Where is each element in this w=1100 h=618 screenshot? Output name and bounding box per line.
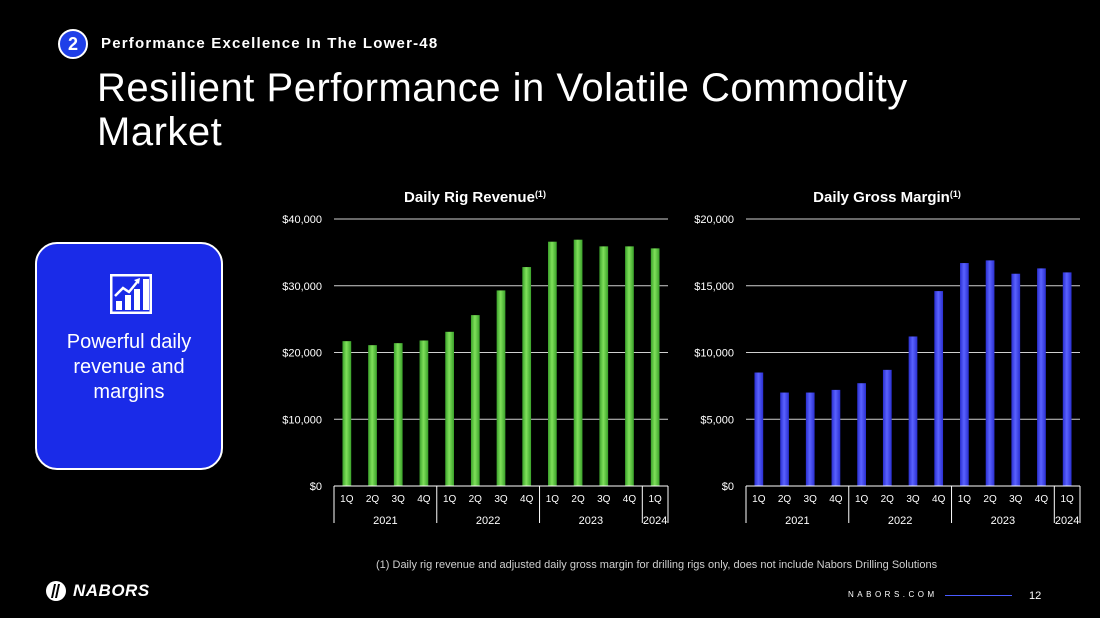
x-tick-label: 3Q (804, 494, 818, 505)
y-tick-label: $40,000 (282, 214, 322, 226)
bar (548, 241, 557, 486)
site-url[interactable]: NABORS.COM (848, 590, 938, 599)
daily-rig-revenue-chart: Daily Rig Revenue(1) $0 $10,000 $20,000 $30,… (282, 189, 669, 527)
x-tick-label: 1Q (855, 494, 869, 505)
y-tick-label: $15,000 (694, 281, 734, 293)
x-tick-label: 1Q (546, 494, 560, 505)
bar (368, 345, 377, 486)
site-divider (945, 595, 1012, 596)
brand-name: NABORS (73, 581, 150, 600)
y-tick-label: $20,000 (282, 348, 322, 360)
x-group-label: 2024 (1055, 515, 1079, 527)
bar (1037, 268, 1046, 486)
bar (960, 263, 969, 486)
x-tick-label: 1Q (340, 494, 354, 505)
x-tick-label: 4Q (623, 494, 637, 505)
x-group-label: 2023 (991, 515, 1015, 527)
x-tick-label: 2Q (366, 494, 380, 505)
bar (419, 340, 429, 486)
x-group-label: 2023 (579, 515, 603, 527)
y-tick-label: $0 (310, 481, 322, 493)
chart-title: Daily Rig Revenue(1) (404, 189, 546, 206)
bar (780, 392, 789, 486)
y-tick-label: $10,000 (282, 414, 322, 426)
chart-title-text: Daily Rig Revenue (404, 189, 535, 206)
bar (882, 369, 892, 486)
y-tick-label: $10,000 (694, 348, 734, 360)
x-tick-label: 3Q (906, 494, 920, 505)
chart-title-superscript: (1) (950, 189, 961, 199)
bar (908, 336, 918, 486)
bar (754, 372, 764, 486)
x-group-label: 2021 (373, 515, 397, 527)
bar (831, 389, 841, 486)
bar (985, 260, 995, 486)
bar (342, 341, 352, 486)
chart-title-superscript: (1) (535, 189, 546, 199)
x-tick-label: 2Q (778, 494, 792, 505)
bar (496, 290, 506, 486)
x-tick-label: 2Q (571, 494, 585, 505)
x-group-label: 2021 (785, 515, 809, 527)
x-tick-label: 1Q (443, 494, 457, 505)
bar (599, 246, 609, 486)
x-tick-label: 1Q (752, 494, 766, 505)
section-number-badge: 2 (58, 29, 88, 59)
bar (805, 392, 815, 486)
x-group-label: 2024 (643, 515, 667, 527)
y-tick-label: $5,000 (700, 414, 734, 426)
footnote: (1) Daily rig revenue and adjusted daily… (376, 559, 938, 571)
chart-title: Daily Gross Margin(1) (813, 189, 961, 206)
feature-card-text: Powerful daily revenue and margins (66, 331, 192, 403)
x-tick-label: 4Q (829, 494, 843, 505)
x-tick-label: 3Q (597, 494, 611, 505)
bar (857, 383, 866, 486)
x-group-label: 2022 (476, 515, 500, 527)
x-tick-label: 3Q (494, 494, 508, 505)
x-tick-label: 2Q (983, 494, 997, 505)
x-tick-label: 1Q (648, 494, 662, 505)
bar (445, 331, 454, 486)
x-tick-label: 4Q (417, 494, 431, 505)
page-number: 12 (1029, 590, 1042, 602)
page-title: Resilient Performance in Volatile Commod… (97, 66, 908, 154)
daily-gross-margin-chart: Daily Gross Margin(1) $0 $5,000 $10,000 $15,… (694, 189, 1081, 527)
x-tick-label: 3Q (392, 494, 406, 505)
bar (650, 248, 660, 486)
bar-chart-growth-icon (110, 274, 152, 314)
x-group-label: 2022 (888, 515, 912, 527)
bar (393, 343, 403, 486)
chart-title-text: Daily Gross Margin (813, 189, 950, 206)
x-tick-label: 4Q (1035, 494, 1049, 505)
x-tick-label: 2Q (881, 494, 895, 505)
x-tick-label: 4Q (520, 494, 534, 505)
bar (625, 246, 634, 486)
y-tick-label: $30,000 (282, 281, 322, 293)
x-tick-label: 2Q (469, 494, 483, 505)
bar (573, 239, 583, 486)
feature-card: Powerful daily revenue and margins (35, 242, 223, 470)
x-tick-label: 1Q (1060, 494, 1074, 505)
x-tick-label: 1Q (958, 494, 972, 505)
bar (934, 291, 944, 486)
nabors-logo-icon (46, 581, 66, 601)
section-label: Performance Excellence In The Lower-48 (101, 35, 439, 52)
x-tick-label: 4Q (932, 494, 946, 505)
y-tick-label: $20,000 (694, 214, 734, 226)
y-tick-label: $0 (722, 481, 734, 493)
brand-logo: NABORS (45, 580, 150, 602)
x-tick-label: 3Q (1009, 494, 1023, 505)
bar (1062, 272, 1072, 486)
bar (1011, 273, 1021, 486)
bar (522, 267, 532, 486)
bar (470, 315, 480, 486)
